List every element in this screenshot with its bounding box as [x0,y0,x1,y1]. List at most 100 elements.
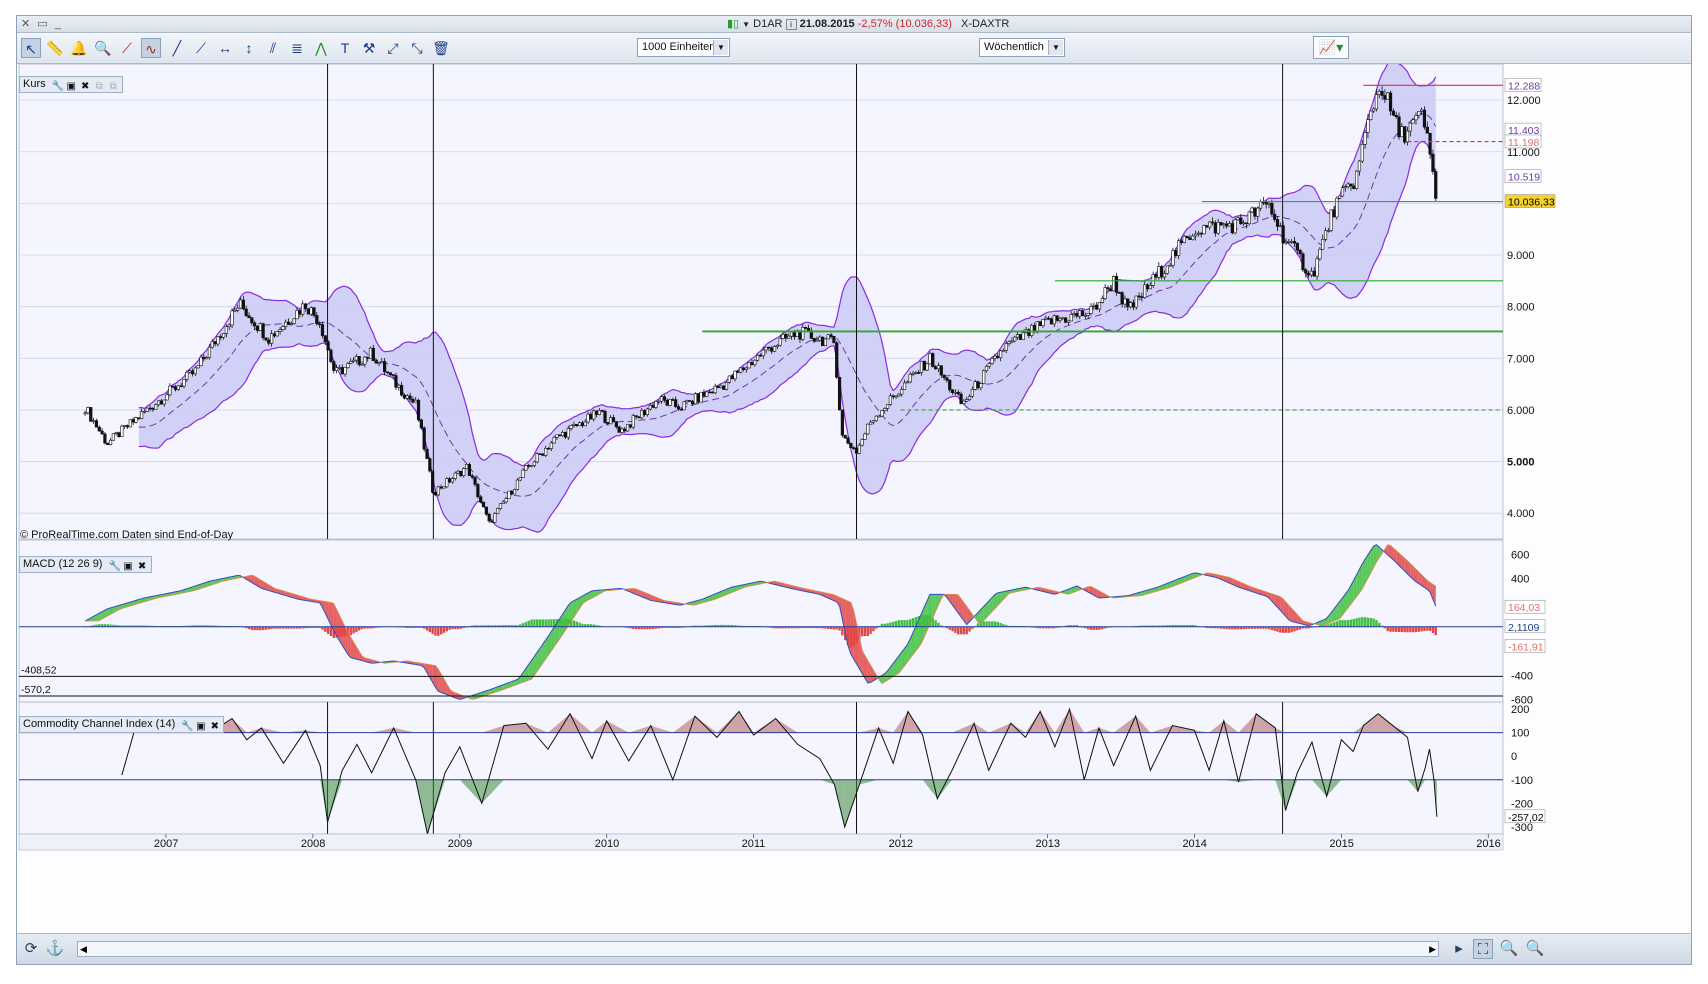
zoom-fit-icon[interactable]: ⛶ [1473,939,1493,959]
channel-icon[interactable]: ⫽ [269,40,277,56]
macd-hist-bar [103,624,107,628]
period-select[interactable]: Wöchentlich ▼ [979,38,1065,57]
anchor-icon[interactable]: ⚓ [45,940,65,957]
candle [1171,250,1175,266]
candle [719,385,723,388]
macd-hist-bar [417,627,420,628]
candle [902,382,907,390]
indicator-icon[interactable]: ∿ [141,38,161,58]
info-icon[interactable]: i [785,19,797,30]
candle [385,371,390,374]
trendline-icon[interactable]: ⟋ [122,40,132,56]
macd-hist-bar [482,625,485,628]
refresh-icon[interactable]: ⟳ [24,940,38,957]
macd-panel-label[interactable]: MACD (12 26 9) 🔧 ▣ ✖ [19,556,152,573]
alert-bell-icon[interactable]: 🔔 [70,40,88,56]
chevron-down-icon[interactable]: ▼ [1048,40,1063,55]
chart-arrow-icon[interactable]: ▸ [1455,940,1463,957]
candle [416,399,421,421]
line-tool-icon[interactable]: ╱ [172,40,182,56]
vertical-line-icon[interactable]: ↕ [245,40,253,56]
close-icon[interactable]: ✖ [80,81,90,92]
macd-cloud-segment [1393,548,1397,563]
scroll-left-icon[interactable]: ◀ [80,944,87,954]
chart-area[interactable]: 4.0005.0006.0007.0008.0009.00010.00011.0… [17,61,1691,932]
window-controls[interactable]: ✕ ▭ _ [21,18,63,30]
candle [419,419,423,429]
chevron-down-icon[interactable]: ▼ [713,40,728,55]
tools-icon[interactable]: ⚒ [362,40,376,56]
zoom-in-icon[interactable]: 🔍+ [1525,940,1545,964]
macd-hist-bar [106,624,109,628]
candle [931,353,935,367]
cci-extreme-fill [1392,725,1408,733]
macd-cloud-segment [1410,563,1414,580]
paste-icon[interactable]: ⧉ [109,81,117,92]
price-value-label-bg [1504,134,1542,149]
macd-cloud-segment [1418,571,1422,586]
scroll-right-icon[interactable]: ▶ [1429,944,1436,954]
arrow-up-icon[interactable]: ⤢ [387,40,399,56]
wrench-icon[interactable]: 🔧 [181,721,194,732]
price-panel-label[interactable]: Kurs 🔧 ▣ ✖ ⧉ ⧉ [19,76,123,93]
macd-hist-bar [547,619,550,628]
pointer-icon[interactable]: ↖ [21,38,41,58]
candle [1114,276,1119,293]
candle [414,399,418,403]
cci-extreme-fill [1194,730,1210,733]
units-select[interactable]: 1000 Einheiten ▼ [637,38,730,57]
macd-hist-bar [451,627,454,630]
dropdown-icon[interactable]: ▼ [742,20,751,29]
wrench-icon[interactable]: 🔧 [108,561,121,572]
horizontal-line-icon[interactable]: ↔ [218,40,232,56]
candle [272,333,277,337]
macd-hist-bar [1036,627,1039,629]
macd-hist-bar [295,627,299,629]
price-value-label-bg [1504,194,1556,208]
macd-hist-bar [1081,627,1084,628]
candle [863,433,867,440]
candle [349,361,353,364]
chart-style-icon[interactable]: 📈▾ [1313,36,1349,59]
candle [747,362,751,369]
candle [1010,340,1014,343]
candle-type-icon[interactable]: ▮▯ [727,18,740,30]
fibonacci-icon[interactable]: ≣ [291,40,303,56]
zoom-icon[interactable]: 🔍 [94,40,112,56]
horizontal-scrollbar[interactable]: ◀ ▶ [77,941,1439,957]
arrow-down-icon[interactable]: ⤡ [411,40,423,56]
candle [1431,153,1435,172]
pattern-icon[interactable]: ⋀ [315,40,327,56]
close-icon[interactable]: ✖ [137,561,147,572]
cci-extreme-fill [775,718,798,733]
macd-hist-bar [134,625,138,628]
candle [1250,207,1254,213]
candle [91,420,96,422]
macd-cloud-segment [828,593,832,600]
cci-extreme-fill [819,779,835,785]
zoom-out-icon[interactable]: 🔍− [1499,940,1519,964]
ruler-icon[interactable]: 📏 [46,40,64,56]
window-icon[interactable]: ▣ [123,561,133,572]
window-icon[interactable]: ▣ [196,721,206,732]
macd-cloud-segment [1189,573,1193,580]
text-tool-icon[interactable]: T [340,40,350,56]
x-axis-tick-label: 2014 [1182,838,1206,850]
macd-value-label-bg [1504,639,1546,653]
macd-cloud-segment [961,598,964,621]
cci-panel-label[interactable]: Commodity Channel Index (14) 🔧 ▣ ✖ [19,716,225,733]
candle [1318,248,1322,260]
window-icon[interactable]: ▣ [66,81,76,92]
macd-hist-bar [1205,627,1209,629]
macd-cloud-segment [848,601,851,655]
candle [193,367,197,375]
moving-average [138,113,1437,497]
ray-tool-icon[interactable]: ⟋ [196,40,206,56]
wrench-icon[interactable]: 🔧 [51,81,65,92]
macd-cloud-segment [297,594,300,600]
macd-cloud-segment [1365,554,1368,584]
close-icon[interactable]: ✖ [210,721,219,732]
copy-icon[interactable]: ⧉ [95,81,103,92]
cci-extreme-fill [694,716,717,733]
trash-icon[interactable]: 🗑 [432,40,450,56]
